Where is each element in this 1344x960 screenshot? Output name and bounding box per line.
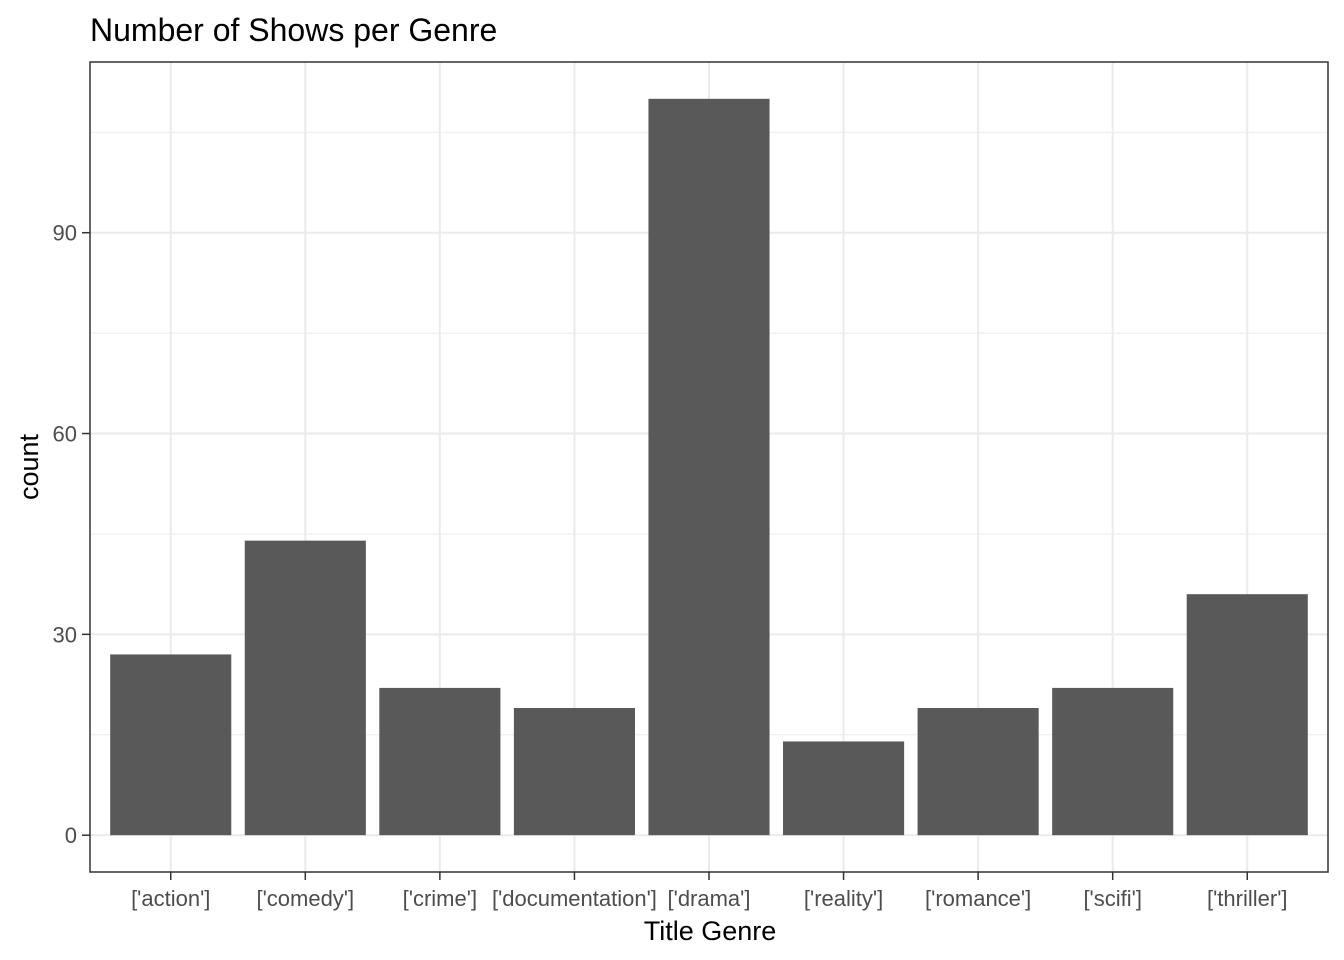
bar xyxy=(783,741,905,836)
bar xyxy=(513,707,635,836)
x-tick-label: ['comedy'] xyxy=(256,886,354,911)
y-axis: 0 30 60 90 xyxy=(53,221,90,848)
bar xyxy=(110,654,232,836)
y-tick-label: 30 xyxy=(53,622,77,647)
bar xyxy=(244,540,366,836)
x-axis: ['action'] ['comedy'] ['crime'] ['documenta… xyxy=(131,872,1288,911)
y-axis-title: count xyxy=(14,433,44,500)
x-axis-title: Title Genre xyxy=(644,916,777,946)
y-tick-label: 60 xyxy=(53,422,77,447)
x-tick-label: ['drama'] xyxy=(668,886,751,911)
y-tick-label: 0 xyxy=(65,823,77,848)
x-tick-label: ['crime'] xyxy=(403,886,477,911)
x-tick-label: ['romance'] xyxy=(925,886,1031,911)
bars xyxy=(110,98,1308,836)
bar xyxy=(648,98,770,836)
bar xyxy=(379,687,501,836)
y-tick-label: 90 xyxy=(53,221,77,246)
bar xyxy=(1186,594,1308,836)
x-tick-label: ['action'] xyxy=(131,886,210,911)
x-tick-label: ['reality'] xyxy=(804,886,883,911)
bar xyxy=(917,707,1039,836)
x-tick-label: ['thriller'] xyxy=(1207,886,1288,911)
chart-title: Number of Shows per Genre xyxy=(90,12,497,48)
x-tick-label: ['scifi'] xyxy=(1083,886,1142,911)
bar xyxy=(1052,687,1174,836)
x-tick-label: ['documentation'] xyxy=(492,886,657,911)
